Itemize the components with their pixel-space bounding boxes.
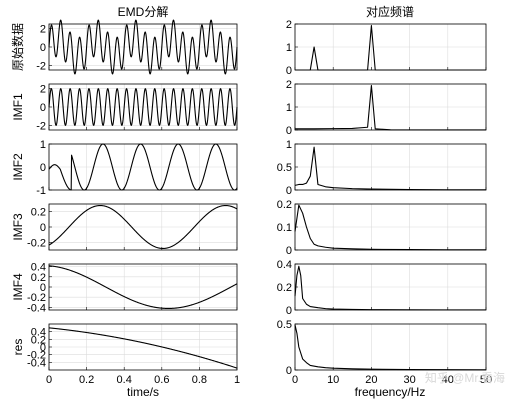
y-tick-label: 0.2	[31, 207, 46, 219]
y-tick-label: 0	[286, 365, 292, 377]
subplot-freq-1: 0 1 2	[286, 79, 487, 137]
y-tick-label: 0.1	[277, 222, 292, 234]
y-tick-label: 0	[40, 102, 46, 114]
series-line-time-3	[48, 204, 238, 250]
series-line-time-1	[48, 88, 238, 126]
x-tick-label: 20	[365, 374, 377, 386]
y-tick-label: 1	[286, 42, 292, 54]
subplot-time-0: -2 0 2 原始数据	[10, 19, 238, 75]
y-tick-label: 0	[286, 65, 292, 77]
axes-box	[294, 323, 487, 371]
subplot-freq-2: 00.51	[277, 139, 487, 197]
y-axis-label: IMF2	[11, 153, 25, 181]
y-tick-label: -2	[36, 120, 46, 132]
series-line-freq-2	[294, 146, 487, 191]
y-axis-label: IMF1	[11, 93, 25, 121]
x-tick-label: 0.6	[154, 374, 169, 386]
subplot-time-1: -2 0 2 IMF1	[11, 84, 238, 132]
x-tick-label: 50	[480, 374, 492, 386]
y-tick-label: 1	[40, 139, 46, 151]
y-tick-label: 0.2	[277, 282, 292, 294]
x-tick-label: 0	[292, 374, 298, 386]
x-tick-label: 10	[327, 374, 339, 386]
y-tick-label: 0	[40, 222, 46, 234]
y-tick-label: 2	[40, 84, 46, 96]
x-tick-label: 0	[46, 374, 52, 386]
y-tick-label: 0	[40, 162, 46, 174]
y-axis-label: IMF3	[11, 213, 25, 241]
left-x-axis-label: time/s	[127, 385, 159, 399]
y-tick-label: 0.5	[277, 162, 292, 174]
y-tick-label: -0.2	[27, 350, 46, 362]
x-tick-label: 0.8	[192, 374, 207, 386]
y-tick-label: 0.2	[277, 199, 292, 211]
subplot-time-4: -0.4-0.200.20.4 IMF4	[11, 262, 238, 314]
x-tick-label: 0.4	[117, 374, 132, 386]
subplot-freq-3: 0 0.1 0.2	[277, 199, 487, 257]
y-tick-label: 0	[40, 342, 46, 354]
y-tick-label: 0	[40, 282, 46, 294]
y-tick-label: 2	[286, 19, 292, 31]
y-tick-label: 1	[286, 102, 292, 114]
y-tick-label: 2	[40, 24, 46, 36]
watermark-text: 知乎 @Mr.看海	[425, 370, 505, 385]
series-line-time-5	[48, 327, 238, 369]
x-tick-label: 1	[234, 374, 240, 386]
y-tick-label: 0	[286, 185, 292, 197]
series-line-time-0	[48, 19, 238, 75]
subplots-group: -202原始数据-202IMF1-101IMF2-0.200.2IMF3-0.4…	[10, 19, 492, 386]
y-tick-label: 0.2	[31, 272, 46, 284]
y-tick-label: 0	[286, 125, 292, 137]
y-tick-label: 0.4	[277, 259, 292, 271]
y-tick-label: 1	[286, 139, 292, 151]
y-axis-label: res	[11, 339, 25, 356]
subplot-freq-5: 0 0.5 0 10 20 30 40 50	[277, 319, 492, 386]
subplot-freq-0: 0 1 2	[286, 19, 487, 77]
left-column-title: EMD分解	[118, 5, 169, 19]
series-line-time-4	[48, 265, 238, 310]
y-tick-label: 0.5	[277, 319, 292, 331]
series-line-freq-5	[294, 324, 487, 371]
right-column-title: 对应频谱	[366, 4, 414, 19]
y-tick-label: -1	[36, 185, 46, 197]
series-line-freq-3	[294, 204, 486, 251]
right-x-axis-label: frequency/Hz	[355, 385, 426, 399]
y-tick-label: -0.2	[27, 237, 46, 249]
x-tick-label: 0.2	[79, 374, 94, 386]
y-tick-label: 0	[40, 42, 46, 54]
y-tick-label: 0	[286, 245, 292, 257]
y-tick-label: -0.4	[27, 357, 46, 369]
subplot-time-3: -0.2 0 0.2 IMF3	[11, 203, 238, 251]
y-tick-label: 0.4	[31, 327, 46, 339]
y-axis-label: 原始数据	[10, 23, 25, 71]
y-tick-label: 0.2	[31, 334, 46, 346]
x-tick-label: 40	[442, 374, 454, 386]
series-line-time-2	[48, 143, 238, 191]
y-tick-label: 2	[286, 79, 292, 91]
y-tick-label: -0.2	[27, 292, 46, 304]
y-tick-label: -0.4	[27, 302, 46, 314]
y-axis-label: IMF4	[11, 273, 25, 301]
x-tick-label: 30	[403, 374, 415, 386]
subplot-time-2: -1 0 1 IMF2	[11, 139, 238, 197]
y-tick-label: 0	[286, 305, 292, 317]
subplot-freq-4: 0 0.2 0.4	[277, 259, 487, 317]
y-tick-label: -2	[36, 60, 46, 72]
y-tick-label: 0.4	[31, 262, 46, 274]
